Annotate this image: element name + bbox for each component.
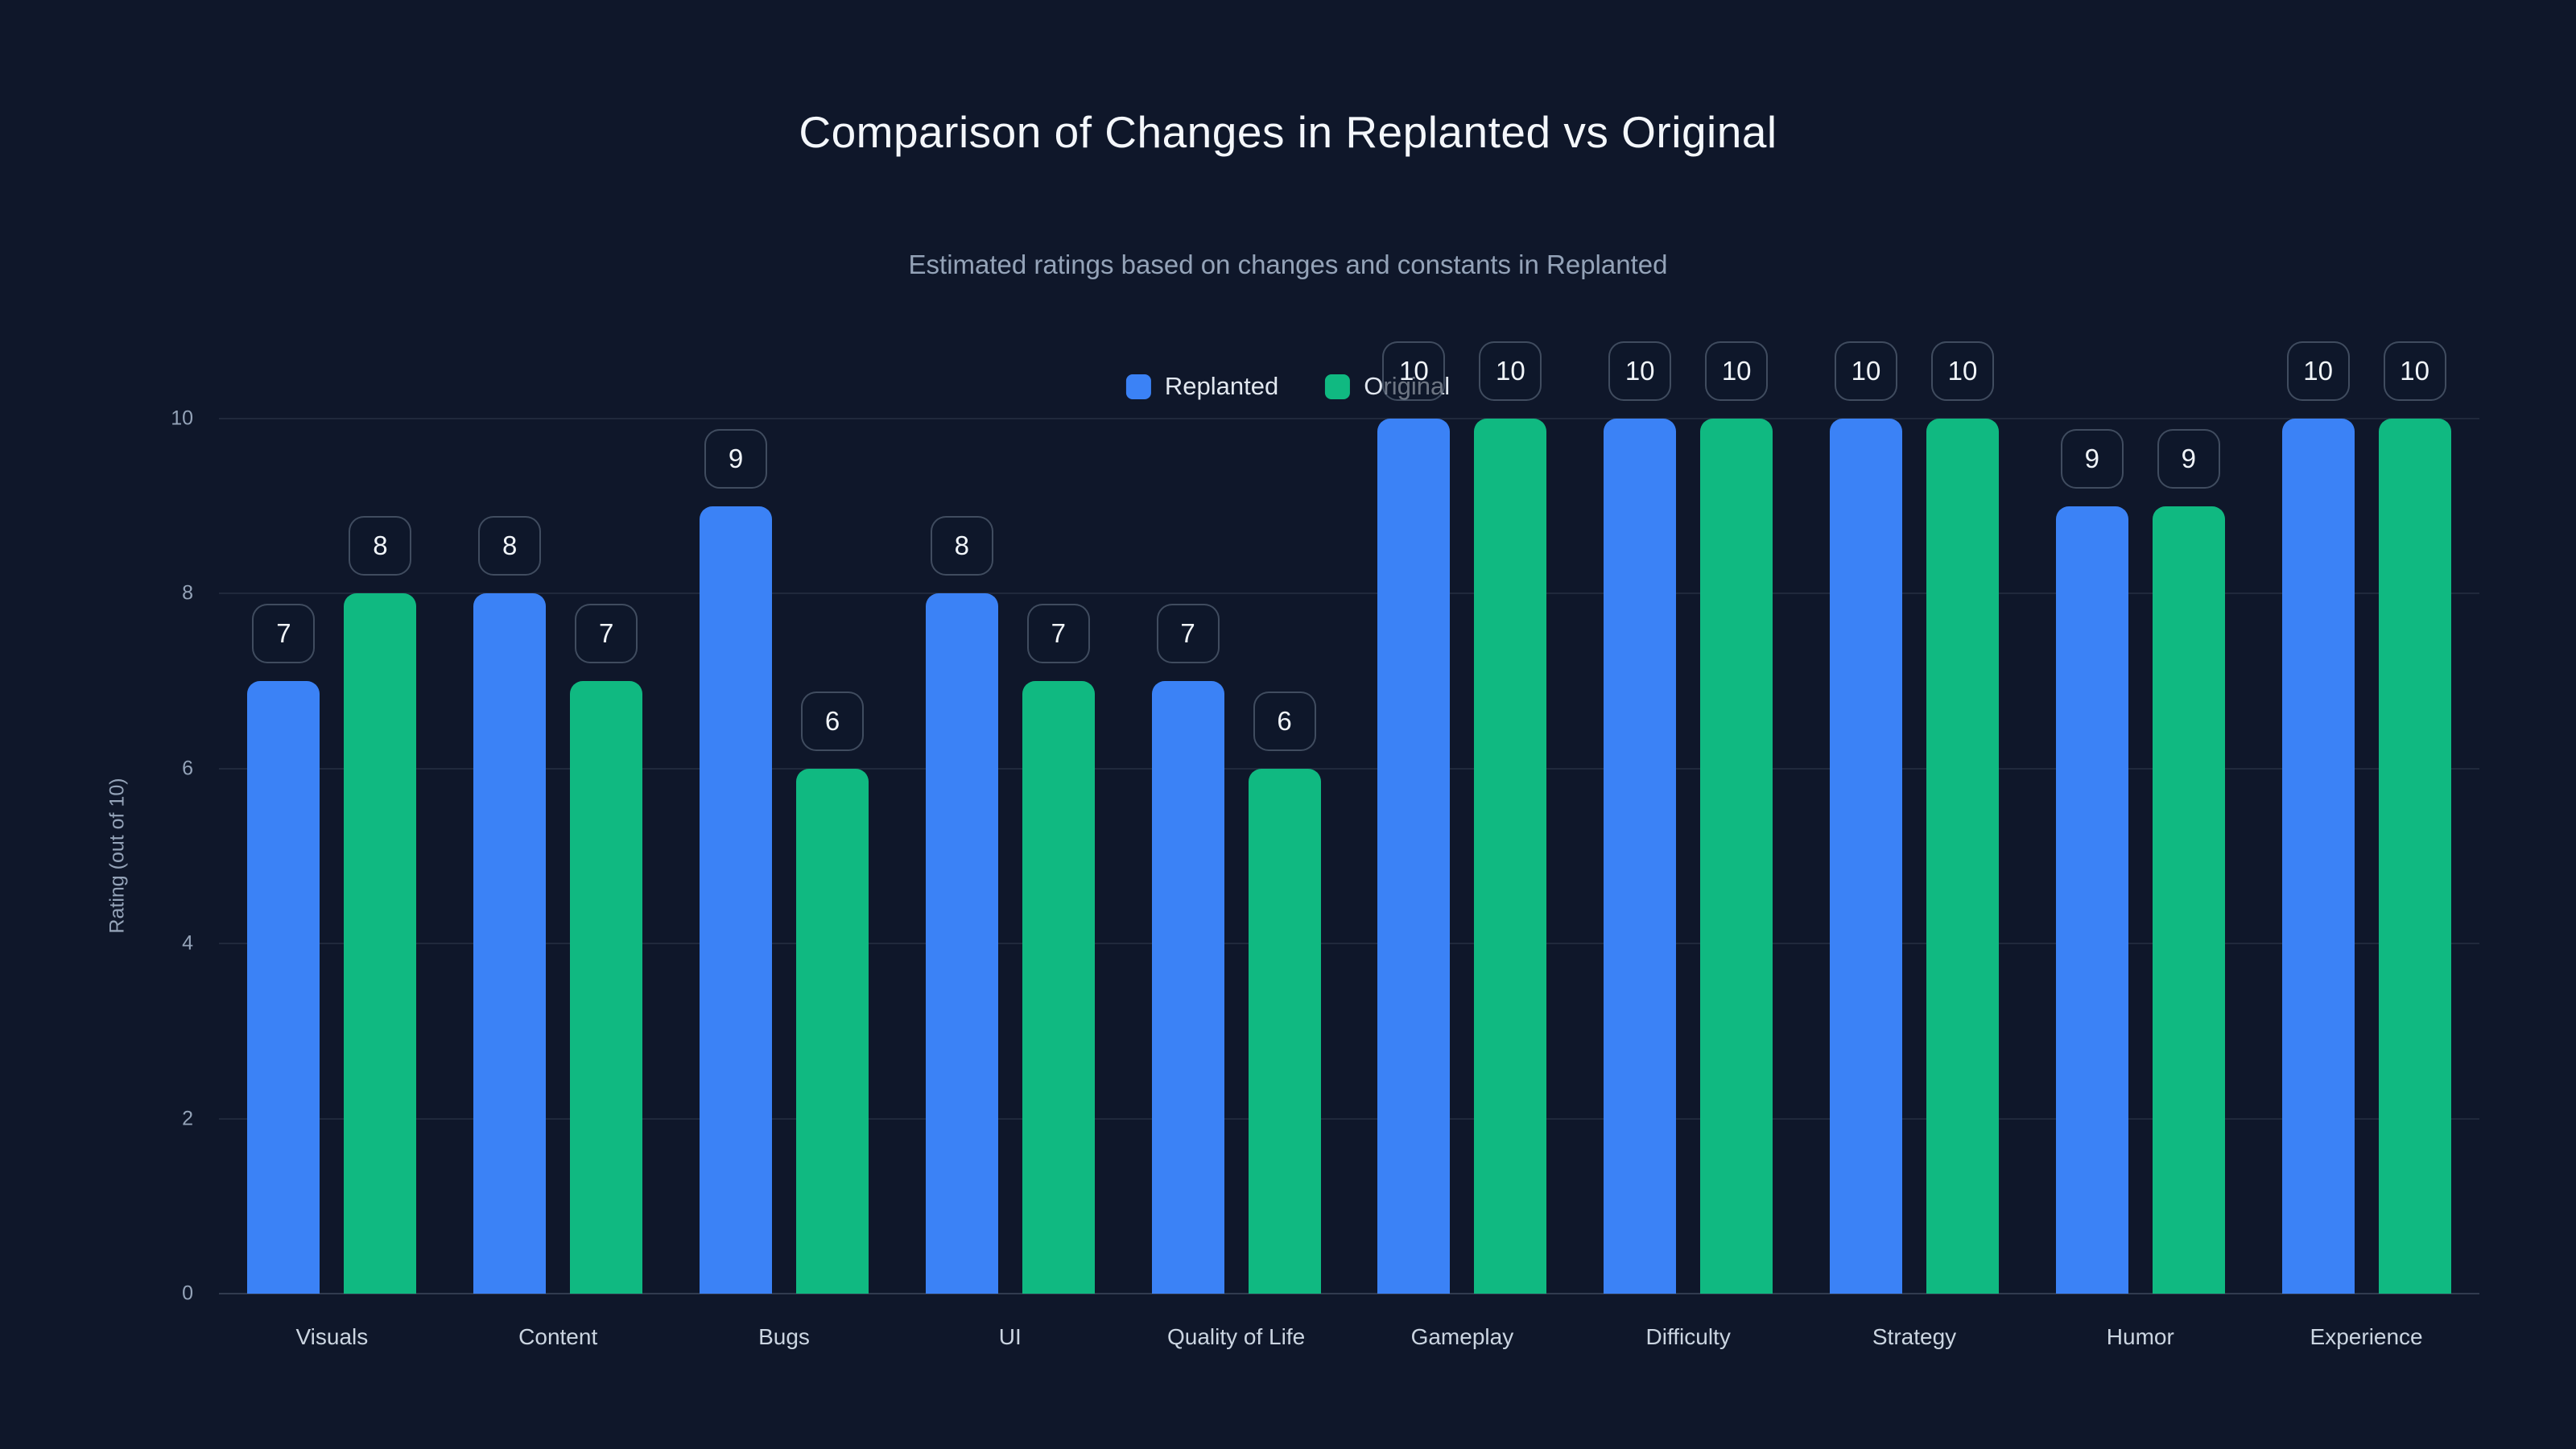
chart-title: Comparison of Changes in Replanted vs Or…	[799, 107, 1777, 157]
value-badge-original-strategy: 10	[1931, 341, 1994, 401]
x-axis-baseline	[219, 1293, 2479, 1294]
bar-replanted-visuals	[247, 681, 320, 1294]
bar-replanted-difficulty	[1604, 419, 1677, 1294]
bar-original-bugs	[796, 768, 869, 1294]
category-label-content: Content	[518, 1324, 598, 1349]
value-badge-replanted-quality-of-life: 7	[1156, 604, 1220, 664]
value-badge-original-difficulty: 10	[1705, 341, 1769, 401]
category-label-strategy: Strategy	[1872, 1324, 1957, 1349]
value-badge-original-gameplay: 10	[1479, 341, 1542, 401]
y-tick-label-6: 6	[182, 757, 193, 780]
value-badge-replanted-ui: 8	[930, 516, 993, 576]
value-badge-original-experience: 10	[2383, 341, 2446, 401]
bar-replanted-bugs	[700, 506, 772, 1294]
category-label-experience: Experience	[2310, 1324, 2423, 1349]
y-tick-label-0: 0	[182, 1282, 193, 1305]
gridline-10	[219, 418, 2479, 419]
value-badge-original-bugs: 6	[801, 691, 864, 751]
value-badge-replanted-bugs: 9	[704, 428, 767, 489]
bar-replanted-experience	[2281, 419, 2355, 1294]
bar-replanted-gameplay	[1377, 419, 1451, 1294]
bar-replanted-content	[473, 593, 547, 1294]
value-badge-replanted-strategy: 10	[1835, 341, 1897, 401]
legend-swatch-original	[1325, 374, 1351, 399]
y-tick-label-4: 4	[182, 931, 193, 955]
y-tick-label-10: 10	[171, 407, 193, 430]
gridline-6	[219, 767, 2479, 770]
gridline-8	[219, 592, 2479, 595]
gridline-4	[219, 943, 2479, 945]
value-badge-replanted-experience: 10	[2286, 341, 2350, 401]
category-label-gameplay: Gameplay	[1410, 1324, 1514, 1349]
plot-area: 7 8 8 7 9 6 8 7 7 6 10 10 10 10 10 10 9 9 10 10	[219, 341, 2479, 1294]
value-badge-original-quality-of-life: 6	[1253, 691, 1316, 751]
bar-original-quality-of-life	[1248, 768, 1321, 1294]
bar-original-ui	[1022, 681, 1095, 1294]
category-label-ui: UI	[998, 1324, 1022, 1349]
category-label-bugs: Bugs	[758, 1324, 810, 1349]
y-tick-label-2: 2	[182, 1107, 193, 1130]
category-label-difficulty: Difficulty	[1645, 1324, 1731, 1349]
bar-original-strategy	[1926, 419, 1999, 1294]
value-badge-original-humor: 9	[2157, 428, 2220, 489]
category-label-visuals: Visuals	[295, 1324, 369, 1349]
y-tick-label-8: 8	[182, 581, 193, 605]
value-badge-original-content: 7	[575, 604, 638, 664]
bar-replanted-quality-of-life	[1151, 681, 1224, 1294]
bar-replanted-ui	[925, 593, 998, 1294]
value-badge-replanted-visuals: 7	[252, 604, 316, 664]
legend-item-replanted: Replanted	[1125, 372, 1279, 401]
value-badge-original-ui: 7	[1026, 604, 1090, 664]
bar-original-difficulty	[1700, 419, 1773, 1294]
bar-replanted-humor	[2055, 506, 2128, 1294]
category-label-quality-of-life: Quality of Life	[1166, 1324, 1306, 1349]
bar-original-content	[570, 681, 643, 1294]
value-badge-replanted-content: 8	[478, 516, 542, 576]
value-badge-original-visuals: 8	[349, 516, 412, 576]
chart-subtitle: Estimated ratings based on changes and c…	[908, 250, 1668, 279]
value-badge-replanted-gameplay: 10	[1382, 341, 1446, 401]
gridline-2	[219, 1117, 2479, 1120]
bar-original-humor	[2152, 506, 2225, 1294]
y-axis-title: Rating (out of 10)	[105, 778, 129, 934]
legend-label: Replanted	[1164, 372, 1279, 400]
value-badge-replanted-humor: 9	[2060, 428, 2124, 489]
bar-original-visuals	[344, 593, 417, 1294]
category-label-humor: Humor	[2106, 1324, 2174, 1349]
bar-original-experience	[2378, 419, 2451, 1294]
bar-replanted-strategy	[1830, 419, 1902, 1294]
value-badge-replanted-difficulty: 10	[1608, 341, 1672, 401]
bar-original-gameplay	[1474, 419, 1547, 1294]
legend-swatch-replanted	[1125, 374, 1151, 399]
